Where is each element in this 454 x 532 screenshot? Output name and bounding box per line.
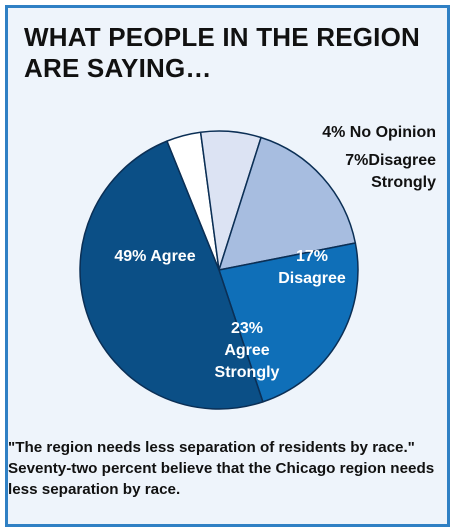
slice-label-1: 7%Disagree Strongly bbox=[345, 152, 436, 191]
slice-label-line: 23% bbox=[231, 320, 263, 337]
slice-label-line: 17% bbox=[296, 248, 328, 265]
pie-slice-4 bbox=[79, 140, 264, 410]
slice-label-0: 4% No Opinion bbox=[322, 124, 436, 141]
slice-label-line: 4% No Opinion bbox=[322, 124, 436, 141]
pie-slice-2 bbox=[218, 136, 357, 271]
pie-slice-3 bbox=[218, 242, 359, 403]
chart-title: WHAT PEOPLE IN THE REGION ARE SAYING… bbox=[24, 22, 420, 83]
slice-label-4: 49% Agree bbox=[114, 248, 195, 265]
slice-label-line: Agree bbox=[224, 342, 269, 359]
slice-label-2: 17% Disagree bbox=[278, 248, 346, 287]
chart-caption: "The region needs less separation of res… bbox=[8, 439, 435, 498]
slice-label-line: Strongly bbox=[215, 364, 280, 381]
slice-label-line: Disagree bbox=[278, 270, 346, 287]
slice-label-line: Strongly bbox=[371, 174, 436, 191]
slice-label-line: 49% Agree bbox=[114, 248, 195, 265]
slice-label-line: 7%Disagree bbox=[345, 152, 436, 169]
slice-label-3: 23% Agree Strongly bbox=[215, 320, 280, 381]
